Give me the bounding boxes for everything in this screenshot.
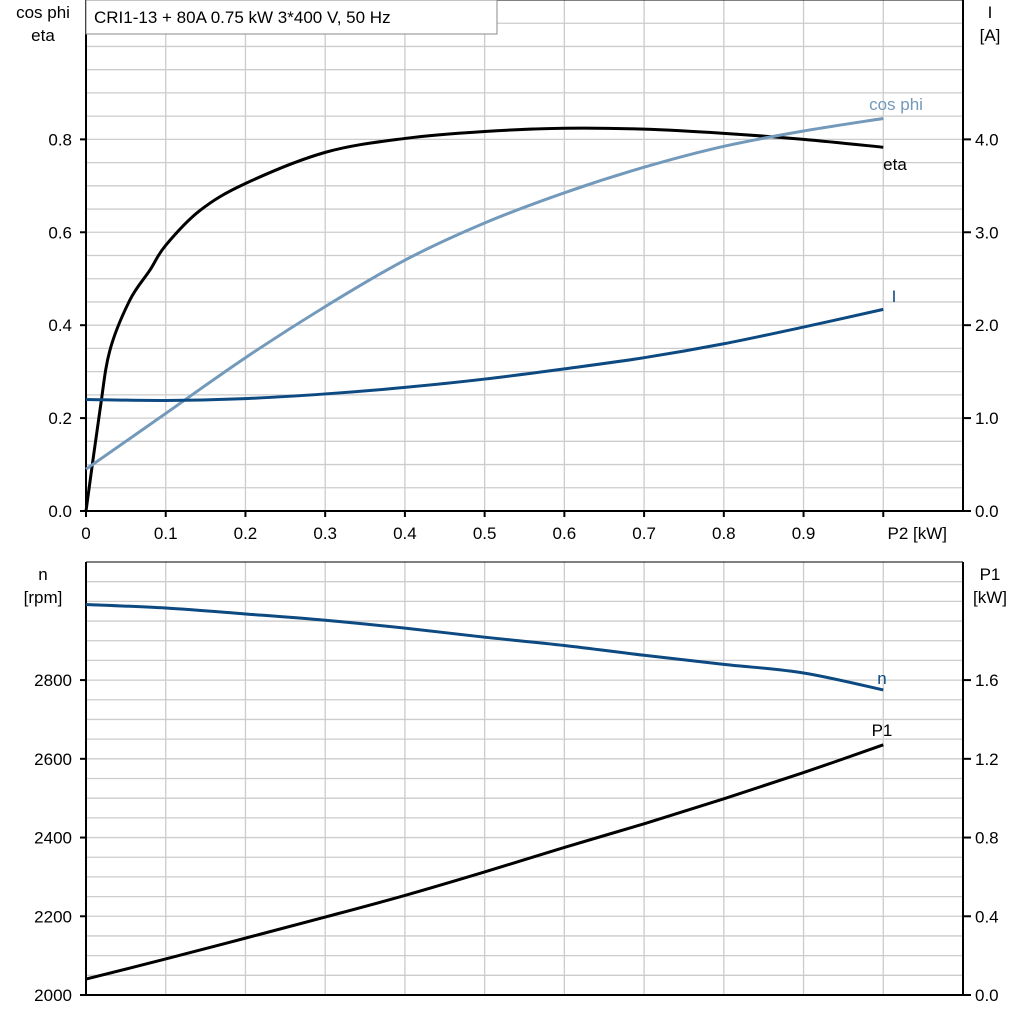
x-tick-label: 0.9 xyxy=(792,524,816,543)
y-left-tick-label: 0.0 xyxy=(48,502,72,521)
y-left-tick-label: 0.2 xyxy=(48,409,72,428)
x-tick-label: 0.1 xyxy=(154,524,178,543)
y-left-tick-label: 0.6 xyxy=(48,223,72,242)
y-left-tick-label: 2600 xyxy=(34,750,72,769)
y-right-axis-label: I xyxy=(988,3,993,22)
y-right-tick-label: 0.0 xyxy=(975,502,999,521)
y-left-tick-label: 2400 xyxy=(34,829,72,848)
y-right-tick-label: 3.0 xyxy=(975,223,999,242)
y-left-tick-label: 0.4 xyxy=(48,316,72,335)
series-label-p1: P1 xyxy=(872,721,893,740)
x-tick-label: 0.8 xyxy=(712,524,736,543)
series-label-n: n xyxy=(877,669,886,688)
y-right-tick-label: 1.0 xyxy=(975,409,999,428)
y-left-axis-label: [rpm] xyxy=(24,588,63,607)
title-box: CRI1-13 + 80A 0.75 kW 3*400 V, 50 Hz xyxy=(85,0,498,35)
y-right-axis-label: [kW] xyxy=(973,588,1007,607)
y-right-axis-label: P1 xyxy=(980,565,1001,584)
y-left-tick-label: 2000 xyxy=(34,986,72,1005)
series-line-i xyxy=(85,307,884,402)
series-line-p1 xyxy=(85,743,884,981)
y-left-tick-label: 2800 xyxy=(34,671,72,690)
y-left-tick-label: 2200 xyxy=(34,907,72,926)
series-label-i: I xyxy=(892,287,897,306)
series-line-n xyxy=(85,603,884,692)
chart-title: CRI1-13 + 80A 0.75 kW 3*400 V, 50 Hz xyxy=(94,8,391,27)
top-plot: 0.0 0.2 0.4 0.6 0.8 0.0 1.0 2.0 3.0 4.0 0 0.1 0.2 0.3… xyxy=(16,0,1000,543)
series-label-eta: eta xyxy=(883,155,907,174)
x-tick-label: 0.3 xyxy=(313,524,337,543)
y-right-tick-label: 1.6 xyxy=(975,671,999,690)
y-left-axis-label: cos phi xyxy=(16,3,70,22)
x-tick-label: 0.2 xyxy=(234,524,258,543)
x-axis-label: P2 [kW] xyxy=(888,524,948,543)
y-right-tick-label: 0.4 xyxy=(975,907,999,926)
y-right-tick-label: 1.2 xyxy=(975,750,999,769)
x-tick-label: 0.4 xyxy=(393,524,417,543)
y-left-axis-label: n xyxy=(38,565,47,584)
x-tick-label: 0 xyxy=(81,524,90,543)
series-line-eta xyxy=(84,126,884,512)
y-right-tick-label: 4.0 xyxy=(975,130,999,149)
x-tick-label: 0.5 xyxy=(473,524,497,543)
series-line-cos-phi xyxy=(85,116,884,471)
bottom-plot: 2000 2200 2400 2600 2800 0.0 0.4 0.8 1.2 1.6 n [rpm… xyxy=(24,561,1007,1005)
y-right-tick-label: 0.8 xyxy=(975,829,999,848)
y-right-tick-label: 2.0 xyxy=(975,316,999,335)
y-right-tick-label: 0.0 xyxy=(975,986,999,1005)
series-label-cos-phi: cos phi xyxy=(869,95,923,114)
x-tick-label: 0.6 xyxy=(553,524,577,543)
x-tick-label: 0.7 xyxy=(632,524,656,543)
y-left-tick-label: 0.8 xyxy=(48,130,72,149)
y-left-axis-label: eta xyxy=(31,26,55,45)
y-right-axis-label: [A] xyxy=(980,26,1001,45)
